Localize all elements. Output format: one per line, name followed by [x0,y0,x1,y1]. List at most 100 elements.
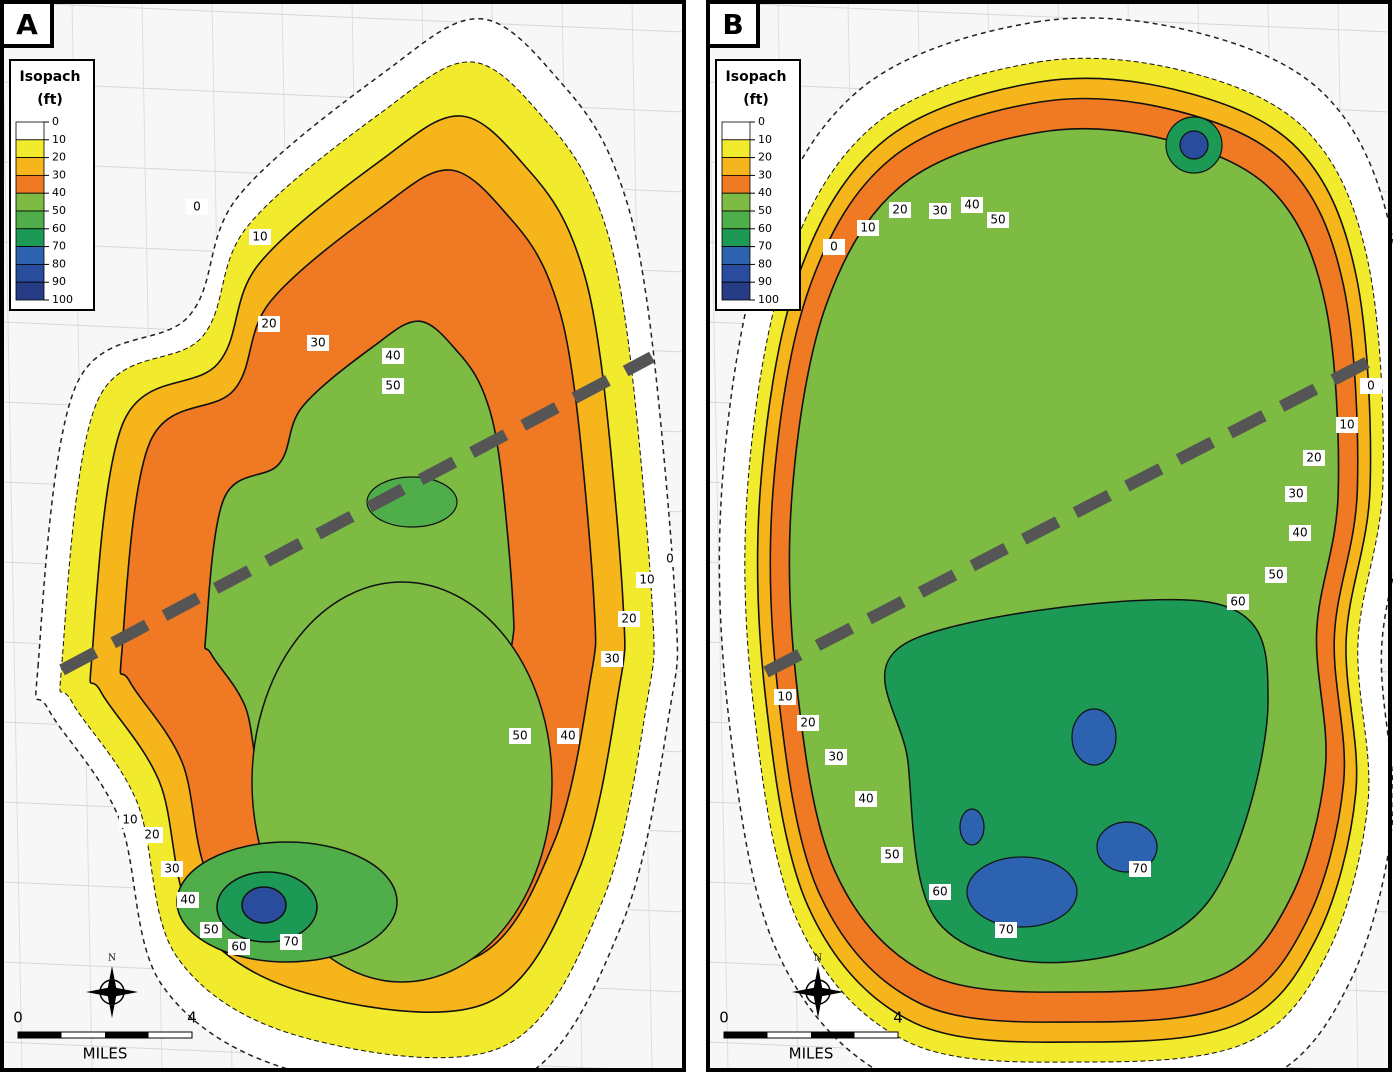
contour-label: 30 [1288,487,1303,501]
contour-label: 30 [828,750,843,764]
contour-label: 70 [998,923,1013,937]
panel-label: B [722,8,743,41]
contour-label: 40 [858,792,873,806]
contour-label: 10 [122,813,137,827]
contour-label: 30 [310,336,325,350]
legend-swatch [722,122,750,140]
legend-tick-label: 100 [758,293,779,306]
contour-label: 50 [512,729,527,743]
legend-tick-label: 30 [758,168,772,181]
legend-swatch [16,158,44,176]
legend-swatch [16,229,44,247]
legend-swatch [722,264,750,282]
contour-label: 60 [231,940,246,954]
contour-label: 0 [830,240,838,254]
contour-label: 30 [604,652,619,666]
scale-end: 4 [893,1009,903,1027]
legend-tick-label: 80 [52,257,66,270]
legend-tick-label: 70 [758,240,772,253]
contour-label: 50 [990,213,1005,227]
contour-label: 50 [1268,568,1283,582]
contour-label: 40 [560,729,575,743]
contour-label: 40 [1292,526,1307,540]
contour-label: 0 [193,200,201,214]
legend-swatch [722,158,750,176]
contour-label: 40 [964,198,979,212]
contour-label: 0 [666,552,674,566]
legend-tick-label: 20 [758,151,772,164]
legend-swatch [722,193,750,211]
scale-bar-segment [811,1032,855,1038]
legend-swatch [16,140,44,158]
legend-swatch [722,211,750,229]
contour-label: 20 [144,828,159,842]
legend-swatch [16,247,44,265]
legend-tick-label: 30 [52,168,66,181]
legend-tick-label: 10 [758,133,772,146]
legend-tick-label: 70 [52,240,66,253]
scale-unit: MILES [789,1045,834,1063]
scale-start: 0 [13,1009,23,1027]
contour-label: 10 [777,690,792,704]
legend-tick-label: 50 [52,204,66,217]
legend-tick-label: 80 [758,257,772,270]
contour-label: 20 [892,203,907,217]
isopach-zone [967,857,1077,927]
legend-swatch [722,140,750,158]
legend-tick-label: 20 [52,151,66,164]
legend-tick-label: 40 [758,186,772,199]
legend-tick-label: 60 [758,222,772,235]
contour-label: 10 [860,221,875,235]
contour-label: 40 [385,349,400,363]
isopach-zone [960,809,984,845]
legend-swatch [16,193,44,211]
legend-swatch [722,175,750,193]
contour-label: 60 [932,885,947,899]
legend-swatch [722,247,750,265]
isopach-zone [242,887,286,923]
panel-label: A [16,8,38,41]
legend-swatch [722,282,750,300]
legend-tick-label: 60 [52,222,66,235]
legend-title: Isopach [726,69,787,85]
legend-tick-label: 40 [52,186,66,199]
contour-label: 70 [1132,862,1147,876]
scale-bar-segment [18,1032,62,1038]
legend-tick-label: 0 [758,115,765,128]
scale-end: 4 [187,1009,197,1027]
contour-label: 60 [1230,595,1245,609]
contour-label: 30 [164,862,179,876]
legend-swatch [16,175,44,193]
contour-label: 50 [385,379,400,393]
legend-swatch [16,264,44,282]
map-figure: 010203040500102030405010203040506070AIso… [0,0,1393,1072]
contour-label: 50 [884,848,899,862]
legend-tick-label: 90 [52,275,66,288]
scale-start: 0 [719,1009,729,1027]
page: 010203040500102030405010203040506070AIso… [0,0,1393,1076]
contour-label: 20 [1306,451,1321,465]
contour-label: 30 [932,204,947,218]
legend-swatch [16,122,44,140]
contour-label: 50 [203,923,218,937]
north-label: N [108,954,116,964]
legend-tick-label: 90 [758,275,772,288]
scale-bar-segment [105,1032,149,1038]
north-label: N [814,954,822,964]
contour-label: 0 [1367,379,1375,393]
contour-label: 10 [639,573,654,587]
contour-label: 40 [180,893,195,907]
contour-label: 20 [621,612,636,626]
legend-title: Isopach [20,69,81,85]
contour-label: 70 [283,935,298,949]
legend-tick-label: 0 [52,115,59,128]
legend-swatch [16,211,44,229]
contour-label: 10 [1339,418,1354,432]
isopach-zone [1180,131,1208,159]
legend-tick-label: 10 [52,133,66,146]
legend-tick-label: 50 [758,204,772,217]
legend-unit: (ft) [37,92,63,108]
contour-label: 20 [261,317,276,331]
